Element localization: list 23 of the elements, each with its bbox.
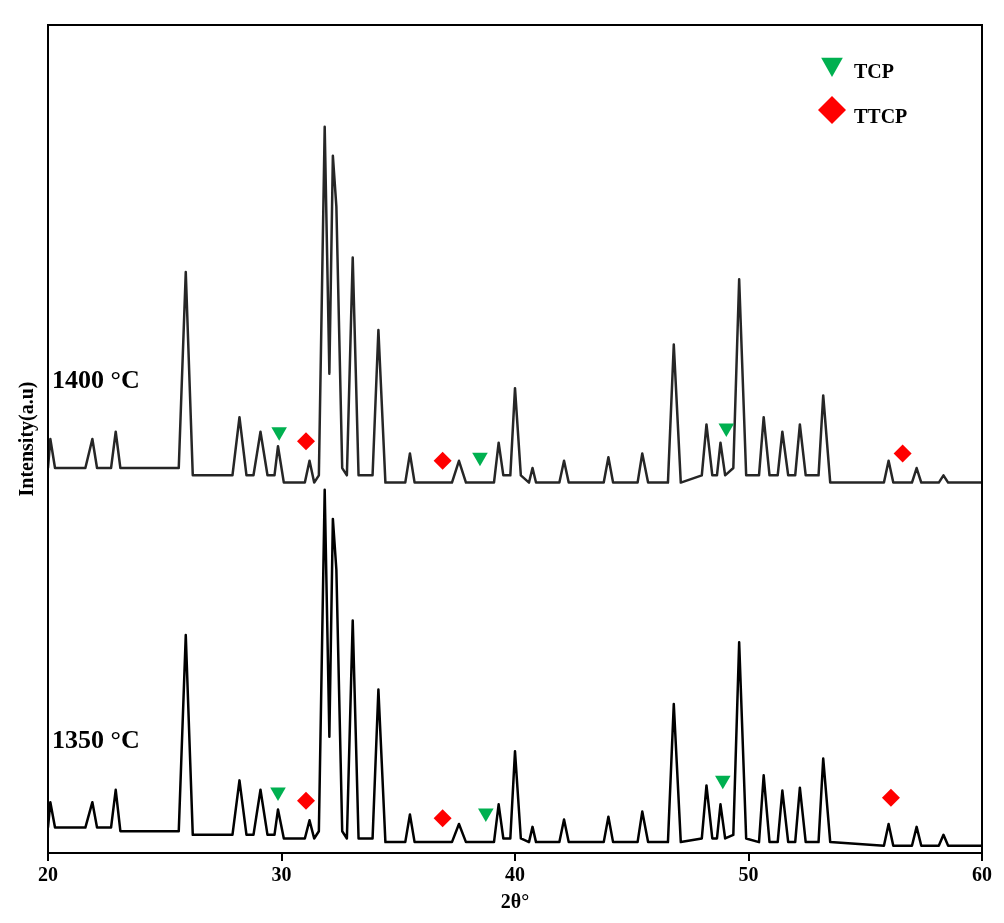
point (715, 775, 731, 790)
point (472, 452, 488, 467)
x-tick-label: 40 (505, 863, 525, 886)
y-axis-title: Intensity(a.u) (15, 381, 39, 497)
x-tick-label: 30 (271, 863, 292, 886)
series-label: 1350 °C (52, 724, 140, 754)
series-label: 1400 °C (52, 365, 140, 395)
point (270, 787, 286, 801)
legend-label: TCP (854, 60, 894, 83)
point (433, 809, 452, 828)
point (881, 788, 900, 807)
point (433, 451, 452, 470)
point (297, 432, 316, 451)
point (718, 423, 735, 438)
legend-label: TTCP (854, 105, 908, 128)
point (478, 808, 494, 823)
point (297, 791, 316, 810)
point (893, 444, 912, 463)
x-axis-title: 2θ° (500, 890, 530, 913)
x-tick-label: 20 (38, 863, 58, 886)
x-tick-label: 50 (738, 863, 759, 886)
x-tick-label: 60 (972, 863, 992, 886)
point (271, 427, 287, 441)
